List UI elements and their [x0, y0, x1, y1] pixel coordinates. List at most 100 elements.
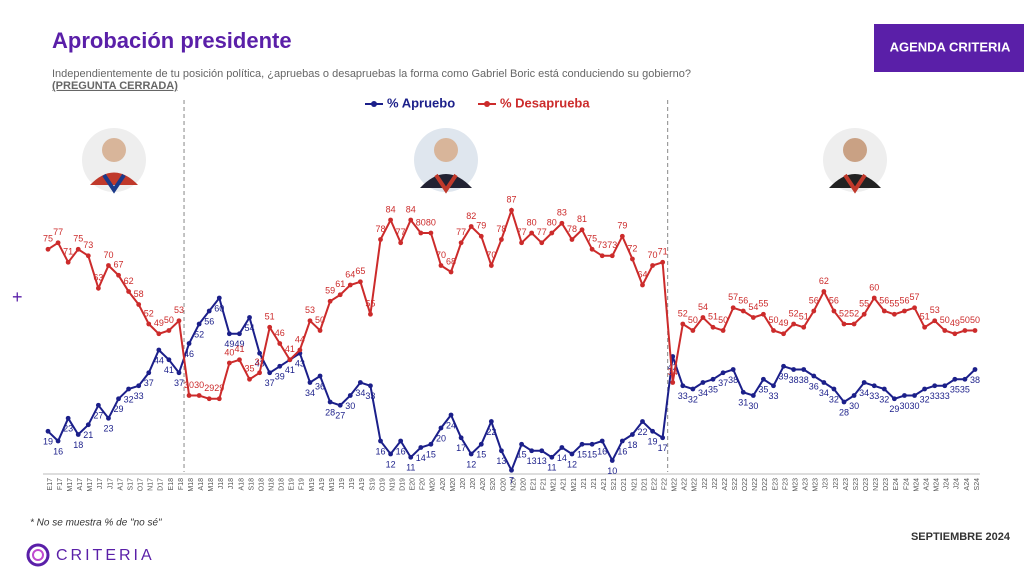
x-tick-label: N20: [510, 478, 517, 491]
x-tick-label: D20: [520, 478, 527, 491]
point: [65, 259, 71, 265]
data-label: 77: [517, 227, 527, 237]
point: [347, 393, 353, 398]
point: [257, 370, 262, 376]
data-label: 64: [637, 269, 647, 279]
data-label: 35: [708, 385, 718, 395]
point: [237, 331, 242, 337]
point: [408, 217, 414, 223]
data-label: 71: [658, 247, 668, 257]
point: [106, 263, 111, 268]
x-tick-label: J23: [823, 478, 830, 489]
data-label: 63: [93, 273, 103, 283]
point: [871, 295, 877, 301]
point: [851, 321, 857, 327]
data-label: 78: [376, 224, 386, 234]
x-tick-label: D18: [279, 478, 286, 491]
x-tick-label: M22: [692, 478, 699, 492]
data-label: 53: [305, 305, 315, 315]
x-tick-label: M18: [188, 478, 195, 492]
point: [902, 308, 907, 314]
point: [861, 380, 867, 385]
data-label: 36: [809, 381, 819, 391]
data-label: 70: [648, 250, 658, 260]
data-label: 50: [688, 315, 698, 325]
point: [418, 230, 424, 236]
x-tick-label: A22: [722, 478, 729, 491]
point: [791, 367, 797, 372]
photo-bachelet: [82, 128, 146, 194]
data-label: 14: [557, 453, 567, 463]
point: [680, 321, 686, 327]
data-label: 32: [920, 394, 930, 404]
data-label: 77: [537, 227, 547, 237]
x-tick-label: J24: [944, 478, 951, 489]
point: [176, 370, 182, 376]
data-label: 80: [527, 217, 537, 227]
data-label: 73: [597, 240, 607, 250]
x-tick-label: J18: [218, 478, 225, 489]
point: [569, 237, 575, 242]
point: [226, 360, 232, 366]
data-label: 50: [940, 315, 950, 325]
x-tick-label: M21: [551, 478, 558, 492]
logo: CRITERIA: [56, 547, 155, 564]
data-label: 55: [889, 299, 899, 309]
data-label: 51: [265, 312, 275, 322]
point: [579, 227, 585, 233]
data-label: 80: [426, 217, 436, 227]
data-label: 43: [255, 359, 265, 369]
point: [247, 376, 252, 382]
data-label: 52: [678, 308, 688, 318]
point: [811, 373, 817, 379]
point: [771, 383, 776, 389]
point: [368, 383, 373, 389]
data-label: 21: [83, 430, 93, 440]
data-label: 78: [496, 224, 506, 234]
data-label: 37: [265, 378, 275, 388]
point: [932, 318, 938, 324]
point: [851, 393, 857, 398]
point: [257, 350, 262, 356]
data-label: 71: [63, 247, 73, 257]
point: [388, 217, 393, 223]
footnote: * No se muestra % de "no sé": [30, 518, 162, 529]
data-label: 70: [103, 250, 113, 260]
data-label: 35: [758, 385, 768, 395]
data-label: 80: [416, 217, 426, 227]
point: [962, 376, 968, 382]
point: [226, 331, 232, 337]
x-tick-label: S23: [853, 478, 860, 491]
data-label: 16: [53, 446, 63, 456]
photo-boric: [823, 128, 887, 194]
data-label: 50: [718, 315, 728, 325]
data-label: 49: [779, 318, 789, 328]
point: [841, 399, 847, 405]
logo-mark: [26, 543, 50, 567]
point: [287, 357, 293, 363]
point: [750, 315, 756, 320]
point: [307, 380, 313, 385]
point: [881, 386, 887, 392]
point: [156, 331, 162, 337]
data-label: 38: [970, 375, 980, 385]
x-tick-label: J19: [349, 478, 356, 489]
x-tick-label: S21: [611, 478, 618, 491]
data-label: 15: [577, 450, 587, 460]
data-label: 41: [164, 365, 174, 375]
point: [609, 253, 615, 259]
point: [216, 396, 222, 402]
point: [75, 432, 81, 437]
data-label: 52: [144, 308, 154, 318]
data-label: 38: [799, 375, 809, 385]
point: [357, 279, 363, 285]
data-label: 57: [910, 292, 920, 302]
point: [156, 347, 162, 353]
point: [357, 380, 363, 385]
data-label: 16: [597, 446, 607, 456]
point: [841, 321, 847, 327]
data-label: 51: [799, 312, 809, 322]
data-label: 73: [83, 240, 93, 250]
x-tick-label: F18: [178, 478, 185, 490]
